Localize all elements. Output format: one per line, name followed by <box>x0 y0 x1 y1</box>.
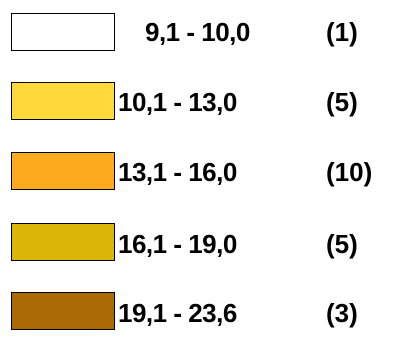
legend-item: 13,1 - 16,0 (10) <box>0 140 393 200</box>
legend-swatch <box>11 223 115 261</box>
legend-item: 10,1 - 13,0 (5) <box>0 70 393 130</box>
legend-range-label: 19,1 - 23,6 <box>118 298 237 328</box>
legend-swatch <box>11 292 115 330</box>
legend-item: 16,1 - 19,0 (5) <box>0 211 393 271</box>
legend-range-label: 13,1 - 16,0 <box>118 157 237 187</box>
legend-count-label: (5) <box>326 87 358 117</box>
legend-range-label: 9,1 - 10,0 <box>145 17 250 47</box>
legend-count-label: (1) <box>326 17 358 47</box>
legend-range-label: 16,1 - 19,0 <box>118 229 237 259</box>
legend-count-label: (3) <box>326 298 358 328</box>
legend-swatch <box>11 82 115 120</box>
legend-swatch <box>11 13 115 51</box>
legend-range-label: 10,1 - 13,0 <box>118 87 237 117</box>
legend-item: 19,1 - 23,6 (3) <box>0 280 393 340</box>
legend-count-label: (5) <box>326 229 358 259</box>
legend-count-label: (10) <box>326 157 373 187</box>
legend-item: 9,1 - 10,0 (1) <box>0 0 393 60</box>
legend-swatch <box>11 152 115 190</box>
